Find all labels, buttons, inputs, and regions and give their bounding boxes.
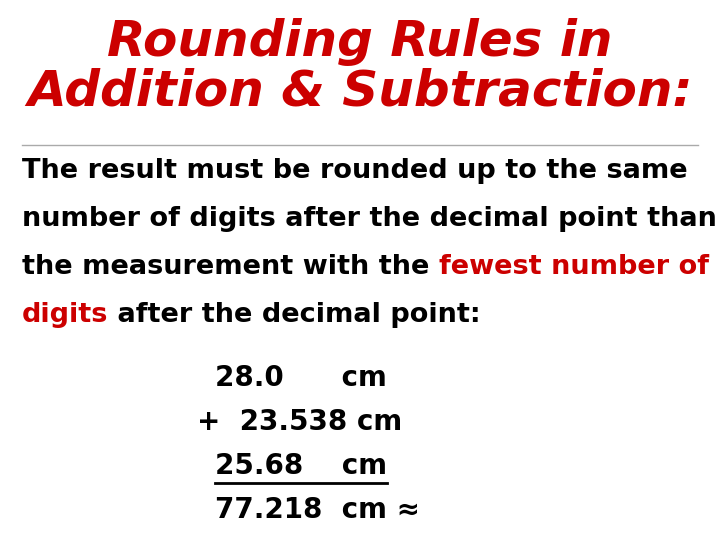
Text: The result must be rounded up to the same: The result must be rounded up to the sam… — [22, 158, 688, 184]
Text: number of digits after the decimal point than: number of digits after the decimal point… — [22, 206, 717, 232]
Text: digits: digits — [22, 302, 109, 328]
Text: +  23.538 cm: + 23.538 cm — [197, 408, 402, 436]
Text: Addition & Subtraction:: Addition & Subtraction: — [27, 68, 693, 116]
Text: 25.68    cm: 25.68 cm — [215, 452, 387, 480]
Text: 77.218  cm ≈: 77.218 cm ≈ — [215, 496, 420, 524]
Text: after the decimal point:: after the decimal point: — [109, 302, 481, 328]
Text: 28.0      cm: 28.0 cm — [215, 364, 387, 392]
Text: the measurement with the: the measurement with the — [22, 254, 439, 280]
Text: Rounding Rules in: Rounding Rules in — [107, 18, 613, 66]
Text: fewest number of: fewest number of — [439, 254, 709, 280]
